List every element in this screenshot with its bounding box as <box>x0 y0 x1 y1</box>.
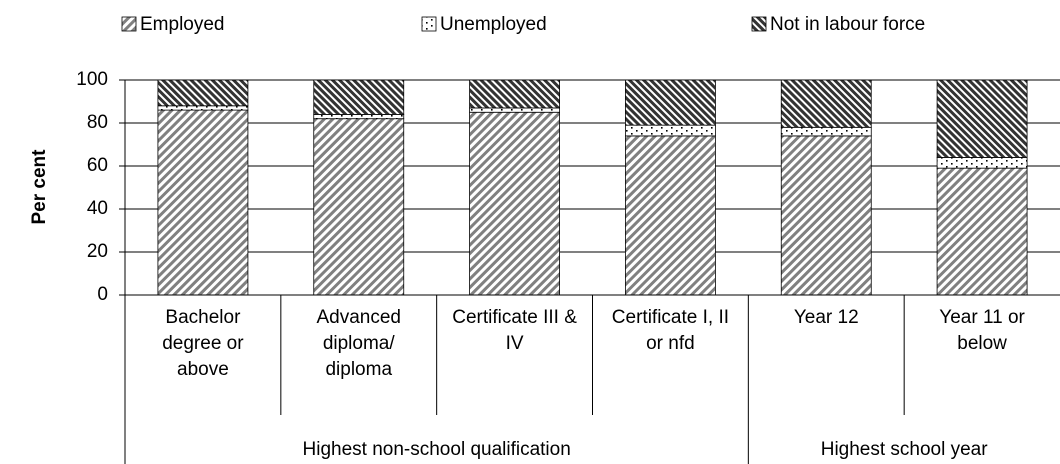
bar-segment <box>157 109 249 296</box>
bar-segment <box>625 135 716 296</box>
x-tick-label: Certificate I, II or nfd <box>611 307 729 354</box>
legend-label: Employed <box>140 14 225 35</box>
bar-segment <box>469 79 560 109</box>
group-label: Highest school year <box>821 439 989 460</box>
x-tick-label: Year 12 <box>793 307 859 328</box>
group-label: Highest non-school qualification <box>303 439 571 460</box>
legend-label: Unemployed <box>440 14 547 35</box>
bar-segment <box>780 126 872 137</box>
bar-segment <box>469 107 560 113</box>
bar-segment <box>313 79 405 115</box>
bar-segment <box>157 79 249 107</box>
bar-segment <box>625 124 716 137</box>
bar-segment <box>313 114 405 120</box>
bar-segment <box>936 167 1028 296</box>
y-tick-label: 40 <box>87 198 108 219</box>
y-tick-label: 80 <box>87 112 108 133</box>
bar-segment <box>936 156 1028 169</box>
y-tick-label: 20 <box>87 241 108 262</box>
legend-swatch <box>751 16 767 32</box>
y-tick-label: 100 <box>76 69 108 90</box>
x-tick-label: Advanced diploma/ diploma <box>316 307 401 380</box>
y-tick-label: 0 <box>97 284 108 305</box>
bar-segment <box>936 79 1028 158</box>
bar-segment <box>313 118 405 296</box>
y-tick-label: 60 <box>87 155 108 176</box>
y-axis-label: Per cent <box>29 149 50 225</box>
legend-swatch <box>421 16 437 32</box>
bar-segment <box>157 105 249 111</box>
bar-segment <box>780 135 872 296</box>
legend-label: Not in labour force <box>770 14 925 35</box>
bar-segment <box>469 111 560 296</box>
bar-segment <box>625 79 716 126</box>
bar-segment <box>780 79 872 128</box>
legend-swatch <box>121 16 137 32</box>
x-tick-label: Year 11 or below <box>939 307 1025 354</box>
x-tick-label: Certificate III & IV <box>452 307 577 354</box>
x-tick-label: Bachelor degree or above <box>162 307 244 380</box>
